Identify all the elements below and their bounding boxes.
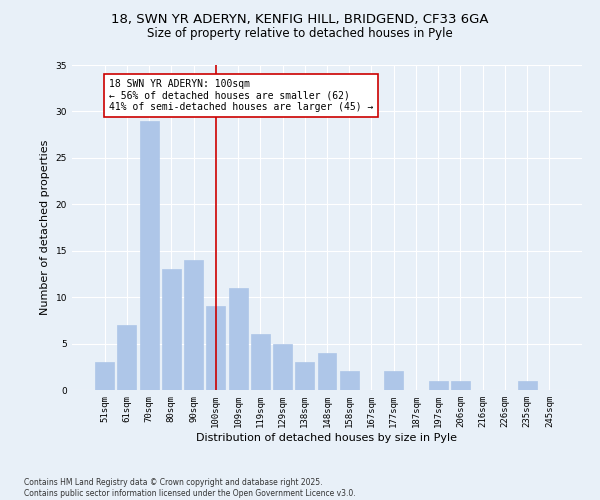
Text: Size of property relative to detached houses in Pyle: Size of property relative to detached ho…: [147, 28, 453, 40]
Text: 18, SWN YR ADERYN, KENFIG HILL, BRIDGEND, CF33 6GA: 18, SWN YR ADERYN, KENFIG HILL, BRIDGEND…: [111, 12, 489, 26]
Bar: [273, 344, 292, 390]
Bar: [251, 334, 270, 390]
Bar: [384, 372, 403, 390]
Bar: [95, 362, 114, 390]
Y-axis label: Number of detached properties: Number of detached properties: [40, 140, 50, 315]
Bar: [140, 120, 158, 390]
Bar: [162, 270, 181, 390]
Bar: [518, 380, 536, 390]
Bar: [340, 372, 359, 390]
X-axis label: Distribution of detached houses by size in Pyle: Distribution of detached houses by size …: [197, 432, 458, 442]
Bar: [451, 380, 470, 390]
Text: Contains HM Land Registry data © Crown copyright and database right 2025.
Contai: Contains HM Land Registry data © Crown c…: [24, 478, 356, 498]
Text: 18 SWN YR ADERYN: 100sqm
← 56% of detached houses are smaller (62)
41% of semi-d: 18 SWN YR ADERYN: 100sqm ← 56% of detach…: [109, 79, 373, 112]
Bar: [184, 260, 203, 390]
Bar: [295, 362, 314, 390]
Bar: [317, 353, 337, 390]
Bar: [118, 325, 136, 390]
Bar: [206, 306, 225, 390]
Bar: [229, 288, 248, 390]
Bar: [429, 380, 448, 390]
